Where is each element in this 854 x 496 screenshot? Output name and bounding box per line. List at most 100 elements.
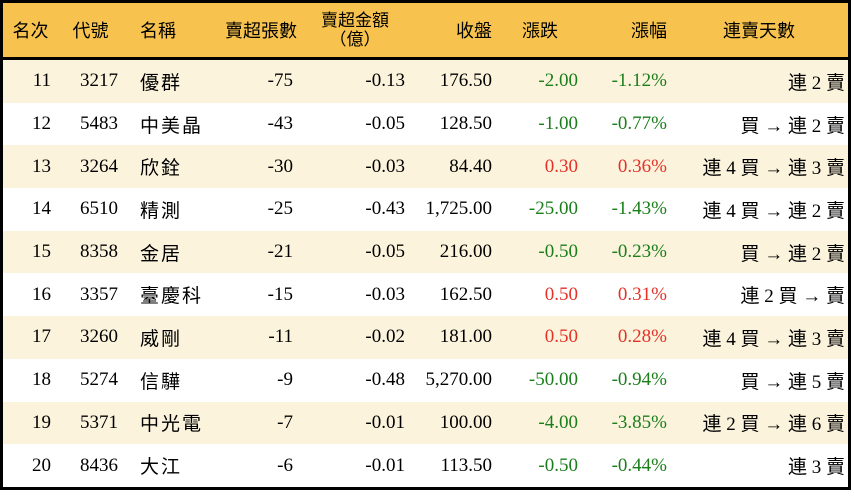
streak-cell: 買 → 連 5 賣 [740,371,845,393]
amount-cell: -0.02 [365,326,405,348]
rank-cell: 14 [32,198,51,220]
code-cell: 5274 [80,369,118,391]
code-cell: 8436 [80,454,118,476]
change-pct-cell: -0.44% [611,454,667,476]
change-pct-cell: -1.12% [611,70,667,92]
rank-cell: 15 [32,241,51,263]
change-cell: -50.00 [528,369,578,391]
table-row: 12 5483 中美晶 -43 -0.05 128.50 -1.00 -0.77… [3,102,848,146]
change-pct-cell: 0.28% [617,326,667,348]
table-row: 15 8358 金居 -21 -0.05 216.00 -0.50 -0.23%… [3,230,848,274]
change-pct-cell: -0.77% [611,113,667,135]
change-cell: 0.30 [544,155,578,177]
close-cell: 100.00 [439,411,492,433]
rank-cell: 18 [32,369,51,391]
change-cell: -2.00 [538,70,578,92]
name-cell: 中美晶 [140,115,204,137]
name-cell: 中光電 [140,414,204,436]
header-streak: 連賣天數 [723,21,795,41]
header-volume: 賣超張數 [225,21,297,41]
name-cell: 威剛 [140,328,183,350]
close-cell: 113.50 [440,454,492,476]
close-cell: 84.40 [449,155,492,177]
change-cell: 0.50 [544,283,578,305]
change-cell: -4.00 [538,411,578,433]
table-row: 16 3357 臺慶科 -15 -0.03 162.50 0.50 0.31% … [3,273,848,317]
volume-cell: -21 [267,241,293,263]
change-pct-cell: -1.43% [611,198,667,220]
volume-cell: -15 [267,283,293,305]
header-amount: 賣超金額 （億） [321,10,389,49]
volume-cell: -75 [267,70,293,92]
change-pct-cell: 0.36% [617,155,667,177]
volume-cell: -9 [277,369,293,391]
streak-cell: 連 2 買 → 賣 [740,286,845,308]
rank-cell: 12 [32,113,51,135]
close-cell: 162.50 [439,283,492,305]
header-code: 代號 [72,21,109,41]
close-cell: 128.50 [439,113,492,135]
name-cell: 優群 [140,72,183,94]
code-cell: 3264 [80,155,118,177]
code-cell: 3217 [80,70,118,92]
volume-cell: -25 [267,198,293,220]
name-cell: 金居 [140,243,183,265]
close-cell: 181.00 [439,326,492,348]
rank-cell: 11 [32,70,51,92]
change-cell: -0.50 [538,454,578,476]
amount-cell: -0.05 [365,241,405,263]
close-cell: 5,270.00 [425,369,493,391]
streak-cell: 連 3 賣 [787,457,845,479]
header-close: 收盤 [456,21,492,41]
change-cell: -0.50 [538,241,578,263]
close-cell: 1,725.00 [425,198,493,220]
rank-cell: 19 [32,411,51,433]
rank-cell: 20 [32,454,51,476]
table-row: 13 3264 欣銓 -30 -0.03 84.40 0.30 0.36% 連 … [3,145,848,189]
streak-cell: 連 4 買 → 連 3 賣 [702,158,845,180]
change-pct-cell: -3.85% [611,411,667,433]
table-row: 11 3217 優群 -75 -0.13 176.50 -2.00 -1.12%… [3,60,848,103]
amount-cell: -0.13 [365,70,405,92]
change-cell: 0.50 [544,326,578,348]
code-cell: 8358 [80,241,118,263]
volume-cell: -6 [277,454,293,476]
amount-cell: -0.01 [365,454,405,476]
header-change-pct: 漲幅 [631,21,667,41]
volume-cell: -11 [268,326,293,348]
amount-cell: -0.01 [365,411,405,433]
table-body: 11 3217 優群 -75 -0.13 176.50 -2.00 -1.12%… [3,60,848,487]
streak-cell: 買 → 連 2 賣 [740,243,845,265]
code-cell: 3260 [80,326,118,348]
volume-cell: -7 [277,411,293,433]
code-cell: 6510 [80,198,118,220]
streak-cell: 連 4 買 → 連 3 賣 [702,328,845,350]
code-cell: 5371 [80,411,118,433]
volume-cell: -30 [267,155,293,177]
change-cell: -1.00 [538,113,578,135]
volume-cell: -43 [267,113,293,135]
code-cell: 5483 [80,113,118,135]
streak-cell: 連 2 買 → 連 6 賣 [702,414,845,436]
rank-cell: 16 [32,283,51,305]
table-row: 19 5371 中光電 -7 -0.01 100.00 -4.00 -3.85%… [3,401,848,445]
header-rank: 名次 [12,21,49,41]
amount-cell: -0.05 [365,113,405,135]
close-cell: 176.50 [439,70,492,92]
name-cell: 欣銓 [140,158,183,180]
name-cell: 臺慶科 [140,286,204,308]
table-row: 14 6510 精測 -25 -0.43 1,725.00 -25.00 -1.… [3,188,848,231]
table-row: 20 8436 大江 -6 -0.01 113.50 -0.50 -0.44% … [3,444,848,487]
streak-cell: 連 4 買 → 連 2 賣 [702,200,845,222]
name-cell: 精測 [140,200,183,222]
code-cell: 3357 [80,283,118,305]
rank-cell: 17 [32,326,51,348]
table-header-row: 名次 代號 名稱 賣超張數 賣超金額 （億） 收盤 漲跌 漲幅 連賣天數 [3,3,848,60]
streak-cell: 買 → 連 2 賣 [740,115,845,137]
header-change: 漲跌 [522,21,558,41]
name-cell: 信驊 [140,371,183,393]
amount-cell: -0.48 [365,369,405,391]
name-cell: 大江 [140,457,183,479]
amount-cell: -0.03 [365,283,405,305]
